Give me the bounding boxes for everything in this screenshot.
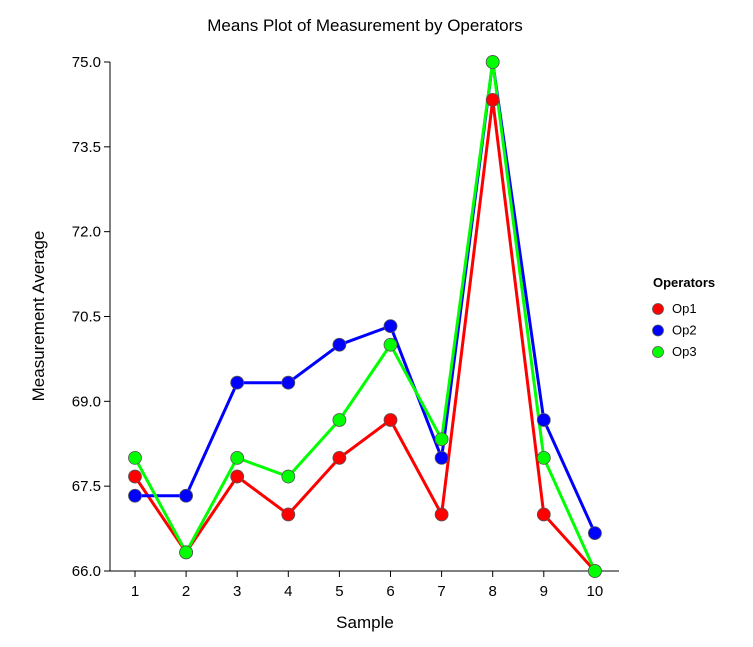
x-tick-label: 6 (386, 583, 394, 600)
data-point-op1 (383, 413, 398, 427)
series-lines (133, 60, 597, 573)
data-point-op3 (332, 413, 347, 427)
series-line-op3 (133, 60, 597, 572)
x-tick-label: 4 (284, 583, 292, 600)
y-tick-label: 67.5 (72, 478, 101, 495)
data-point-op3 (383, 337, 398, 352)
data-point-op1 (536, 507, 551, 522)
y-tick-label: 69.0 (72, 393, 101, 410)
data-point-op1 (281, 507, 296, 522)
y-axis-ticks: 66.0 67.5 69.0 70.5 72.0 73.5 75.0 (72, 54, 110, 580)
x-tick-label: 10 (587, 583, 604, 600)
data-point-op3 (230, 450, 245, 465)
y-tick-label: 66.0 (72, 563, 101, 580)
y-tick-label: 72.0 (72, 224, 101, 241)
data-point-op3 (536, 450, 551, 465)
chart-title: Means Plot of Measurement by Operators (207, 16, 523, 35)
x-axis-ticks: 1 2 3 4 5 6 7 8 9 10 (131, 571, 603, 600)
data-point-op2 (434, 450, 449, 465)
data-point-op1 (485, 92, 500, 107)
x-tick-label: 5 (335, 583, 343, 600)
data-point-op3 (434, 432, 449, 447)
data-point-op3 (128, 450, 142, 465)
data-point-op2 (332, 337, 347, 352)
x-axis-label: Sample (336, 613, 394, 632)
data-point-op1 (230, 469, 245, 484)
data-point-op3 (588, 564, 602, 578)
x-tick-label: 7 (437, 583, 445, 600)
x-tick-label: 3 (233, 583, 241, 600)
data-point-op1 (128, 469, 142, 484)
x-tick-label: 2 (182, 583, 190, 600)
legend-marker-op2 (652, 324, 664, 337)
y-tick-label: 70.5 (72, 309, 101, 326)
series-line-op2 (135, 60, 597, 534)
x-tick-label: 9 (540, 583, 548, 600)
legend-marker-op1 (652, 303, 664, 315)
data-point-op2 (588, 526, 602, 541)
data-point-op2 (128, 488, 142, 503)
legend-title: Operators (653, 275, 715, 290)
series-points (128, 55, 602, 578)
legend-marker-op3 (652, 346, 664, 358)
data-point-op3 (179, 545, 194, 560)
data-point-op2 (179, 488, 194, 503)
data-point-op1 (434, 507, 449, 522)
legend-items: Op1 Op2 Op3 (652, 301, 697, 359)
legend-label-op3: Op3 (672, 344, 697, 359)
y-tick-label: 75.0 (72, 54, 101, 71)
y-tick-label: 73.5 (72, 139, 101, 156)
y-axis-label: Measurement Average (29, 231, 48, 402)
x-tick-label: 8 (489, 583, 497, 600)
data-point-op1 (332, 450, 347, 465)
series-line-op1 (133, 98, 597, 573)
legend-label-op2: Op2 (672, 323, 697, 338)
data-point-op2 (383, 319, 398, 334)
data-point-op3 (281, 469, 296, 484)
data-point-op2 (230, 375, 245, 390)
legend-label-op1: Op1 (672, 301, 697, 316)
data-point-op3 (485, 55, 500, 69)
data-point-op2 (536, 413, 551, 427)
legend: Operators Op1 Op2 Op3 (652, 275, 715, 359)
x-tick-label: 1 (131, 583, 139, 600)
data-point-op2 (281, 375, 296, 390)
